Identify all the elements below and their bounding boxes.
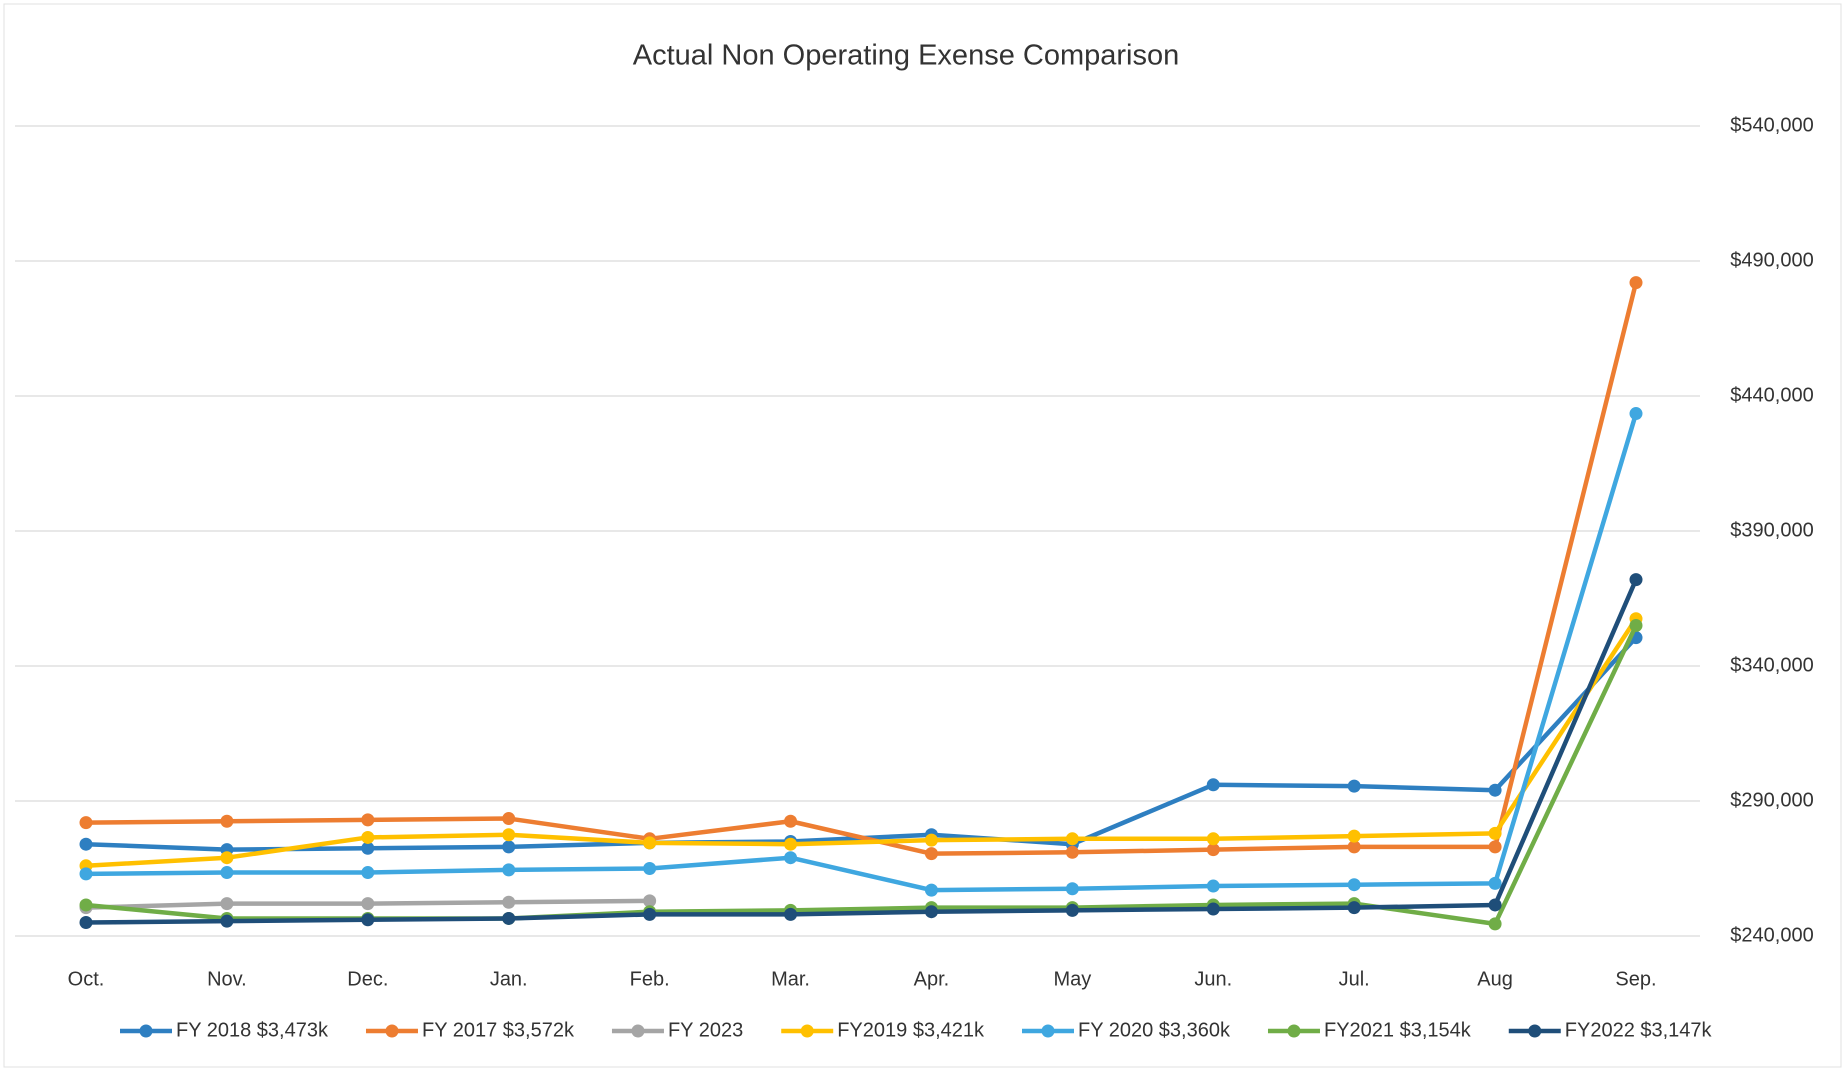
legend-swatch-marker xyxy=(385,1024,399,1038)
data-point xyxy=(502,812,516,826)
y-tick-label: $490,000 xyxy=(1730,249,1813,271)
data-point xyxy=(643,862,657,875)
data-point xyxy=(643,894,657,908)
data-point xyxy=(1488,826,1502,840)
x-tick-label: Aug xyxy=(1477,968,1513,990)
y-tick-label: $540,000 xyxy=(1730,114,1813,136)
data-point xyxy=(502,840,516,854)
legend-swatch-marker xyxy=(139,1024,153,1038)
data-point xyxy=(1206,902,1220,916)
data-point xyxy=(361,841,375,855)
data-point xyxy=(220,851,234,865)
data-point xyxy=(784,851,798,865)
x-tick-label: Dec. xyxy=(347,968,388,990)
data-point xyxy=(79,837,93,851)
data-point xyxy=(502,828,516,842)
data-point xyxy=(1629,619,1643,632)
y-tick-label: $390,000 xyxy=(1730,519,1813,541)
data-point xyxy=(1206,832,1220,846)
data-point xyxy=(1488,898,1502,912)
legend-label: FY2021 $3,154k xyxy=(1324,1019,1472,1041)
data-point xyxy=(220,914,234,928)
data-point xyxy=(1347,878,1361,892)
legend-swatch-marker xyxy=(1041,1024,1055,1038)
x-tick-label: Jun. xyxy=(1194,968,1232,990)
data-point xyxy=(502,863,516,877)
data-point xyxy=(1488,917,1502,931)
data-point xyxy=(361,813,375,827)
legend-swatch-marker xyxy=(1528,1024,1542,1038)
data-point xyxy=(1629,276,1643,290)
series-line xyxy=(85,617,1638,869)
data-point xyxy=(1629,407,1643,421)
data-point xyxy=(220,897,234,911)
data-point xyxy=(643,907,657,921)
data-point xyxy=(220,866,234,880)
data-point xyxy=(1065,882,1079,896)
legend-label: FY 2018 $3,473k xyxy=(176,1019,329,1041)
series-line xyxy=(85,412,1639,893)
data-point xyxy=(502,911,516,925)
data-point xyxy=(1488,840,1502,854)
legend-label: FY2022 $3,147k xyxy=(1565,1019,1713,1041)
data-point xyxy=(79,916,93,929)
legend-label: FY 2023 xyxy=(668,1019,743,1041)
data-point xyxy=(79,867,93,881)
legend-swatch-marker xyxy=(800,1024,814,1038)
data-point xyxy=(1206,778,1220,792)
data-point xyxy=(1629,573,1643,587)
data-point xyxy=(784,814,798,828)
x-tick-label: Mar. xyxy=(771,968,810,990)
data-point xyxy=(1488,783,1502,797)
data-point xyxy=(502,895,516,909)
legend-label: FY 2017 $3,572k xyxy=(422,1019,575,1041)
x-tick-label: Feb. xyxy=(630,968,670,990)
chart-title: Actual Non Operating Exense Comparison xyxy=(633,40,1179,72)
x-tick-label: May xyxy=(1053,968,1091,990)
legend-swatch-marker xyxy=(1287,1024,1301,1038)
data-point xyxy=(784,837,798,851)
data-point xyxy=(1065,845,1079,859)
data-point xyxy=(361,830,375,844)
data-point xyxy=(643,836,657,850)
data-point xyxy=(1347,901,1361,915)
x-tick-label: Apr. xyxy=(914,968,950,990)
data-point xyxy=(220,814,234,828)
legend-swatch-marker xyxy=(631,1024,645,1038)
legend-label: FY2019 $3,421k xyxy=(837,1019,985,1041)
data-point xyxy=(1347,829,1361,843)
data-point xyxy=(784,907,798,921)
data-point xyxy=(1065,903,1079,917)
data-point xyxy=(924,883,938,897)
legend-label: FY 2020 $3,360k xyxy=(1078,1019,1231,1041)
x-tick-label: Jul. xyxy=(1339,968,1370,990)
data-point xyxy=(1206,843,1220,857)
data-point xyxy=(1206,879,1220,893)
y-tick-label: $340,000 xyxy=(1730,654,1813,676)
data-point xyxy=(79,898,93,912)
x-tick-label: Oct. xyxy=(68,968,105,990)
data-point xyxy=(1347,779,1361,793)
y-tick-label: $440,000 xyxy=(1730,384,1813,406)
x-tick-label: Sep. xyxy=(1615,968,1656,990)
data-point xyxy=(924,905,938,919)
data-point xyxy=(79,816,93,830)
data-point xyxy=(924,833,938,847)
x-tick-label: Jan. xyxy=(490,968,528,990)
data-point xyxy=(1347,840,1361,854)
y-tick-label: $290,000 xyxy=(1730,789,1813,811)
series-line xyxy=(85,282,1639,856)
series-line xyxy=(85,578,1639,925)
data-point xyxy=(924,847,938,861)
data-point xyxy=(361,913,375,927)
data-point xyxy=(1488,876,1502,890)
data-point xyxy=(361,866,375,880)
data-point xyxy=(361,897,375,911)
y-tick-label: $240,000 xyxy=(1730,924,1813,946)
data-point xyxy=(1065,832,1079,846)
x-tick-label: Nov. xyxy=(207,968,247,990)
